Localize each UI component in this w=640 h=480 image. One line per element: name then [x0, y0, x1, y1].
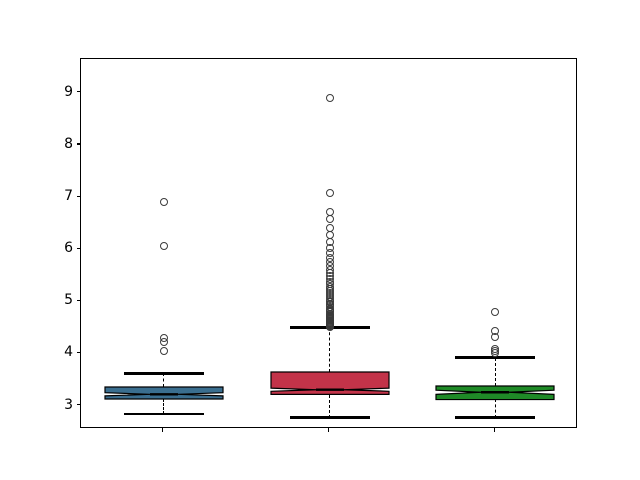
y-tick-mark [76, 351, 80, 354]
outlier-marker [491, 332, 500, 341]
y-tick-mark [76, 195, 80, 197]
whisker-cap [123, 412, 204, 416]
y-tick-label: 3 [64, 396, 73, 413]
y-tick-label: 7 [64, 188, 73, 205]
box-group-1[interactable] [81, 59, 576, 427]
whisker-line [494, 399, 496, 418]
y-tick-label: 8 [64, 135, 73, 152]
y-tick-mark [76, 143, 80, 145]
whisker-cap [455, 416, 536, 419]
outlier-marker [159, 241, 168, 250]
y-tick-label: 6 [64, 240, 73, 257]
y-tick-label: 9 [64, 83, 73, 100]
outlier-marker [159, 346, 168, 355]
outlier-marker [325, 94, 334, 103]
notched-box-shape [104, 386, 224, 400]
whisker-line [163, 398, 165, 414]
notched-box-shape [435, 385, 555, 400]
plot-axes-frame [80, 58, 577, 428]
whisker-cap [123, 371, 204, 375]
notched-box-shape [269, 371, 390, 396]
outlier-marker [325, 214, 334, 223]
x-tick-mark [162, 428, 164, 432]
outlier-marker [159, 198, 168, 207]
whisker-line [328, 394, 330, 418]
x-tick-mark [493, 428, 495, 432]
outlier-marker [325, 189, 334, 198]
y-tick-label: 4 [64, 344, 73, 361]
box-group-2[interactable] [81, 59, 576, 427]
whisker-line [163, 373, 165, 387]
whisker-line [494, 357, 496, 386]
box-polygon [269, 371, 390, 396]
outlier-marker [491, 349, 500, 358]
whisker-cap [455, 356, 536, 359]
outlier-marker [159, 337, 168, 346]
y-tick-mark [76, 404, 80, 406]
box-polygon [104, 386, 224, 400]
y-tick-mark [76, 299, 80, 301]
boxplot-plot-area [81, 59, 576, 427]
box-group-3[interactable] [81, 59, 576, 427]
whisker-line [328, 327, 330, 373]
y-tick-label: 5 [64, 292, 73, 309]
outlier-marker [491, 307, 500, 316]
outlier-marker [325, 322, 334, 331]
y-tick-mark [76, 247, 80, 249]
whisker-cap [289, 416, 370, 419]
x-tick-mark [328, 428, 330, 432]
y-tick-mark [76, 91, 80, 93]
